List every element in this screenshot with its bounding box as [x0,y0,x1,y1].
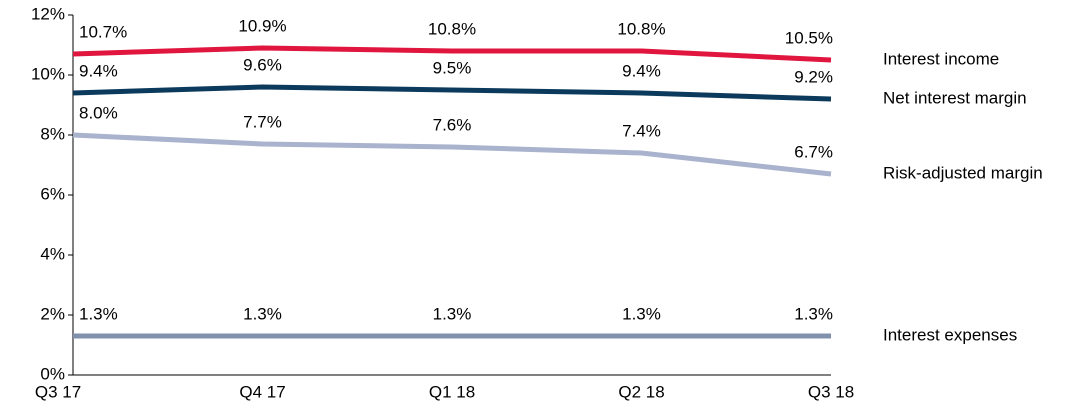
line [72,45,832,63]
data-label: 7.7% [243,112,282,131]
data-label: 1.3% [622,304,661,323]
y-tick-label: 12% [31,4,65,23]
series-label: Interest expenses [883,325,1017,344]
y-tick-label: 0% [40,364,65,383]
data-label: 7.4% [622,121,661,140]
series-label: Risk-adjusted margin [883,163,1043,182]
y-tick-label: 6% [40,184,65,203]
data-label: 1.3% [79,304,118,323]
data-label: 10.8% [428,19,476,38]
x-tick-label: Q3 18 [808,382,854,401]
data-label: 10.7% [79,22,127,41]
data-label: 10.9% [238,16,286,35]
data-label: 8.0% [79,103,118,122]
y-tick-label: 8% [40,124,65,143]
series-label: Interest income [883,49,999,68]
data-label: 10.5% [785,28,833,47]
data-label: 1.3% [794,304,833,323]
x-tick-label: Q2 18 [618,382,664,401]
y-tick-label: 10% [31,64,65,83]
data-label: 9.2% [794,67,833,86]
y-tick-label: 2% [40,304,65,323]
data-label: 1.3% [243,304,282,323]
data-label: 6.7% [794,142,833,161]
data-label: 9.6% [243,55,282,74]
y-tick-label: 4% [40,244,65,263]
data-label: 9.4% [622,61,661,80]
x-tick-label: Q4 17 [239,382,285,401]
data-label: 1.3% [433,304,472,323]
line [72,132,832,177]
series-label: Net interest margin [883,88,1027,107]
x-tick-label: Q1 18 [429,382,475,401]
x-tick-label: Q3 17 [35,382,81,401]
data-label: 7.6% [433,115,472,134]
line [72,84,832,102]
data-label: 10.8% [617,19,665,38]
data-label: 9.5% [433,58,472,77]
data-label: 9.4% [79,61,118,80]
